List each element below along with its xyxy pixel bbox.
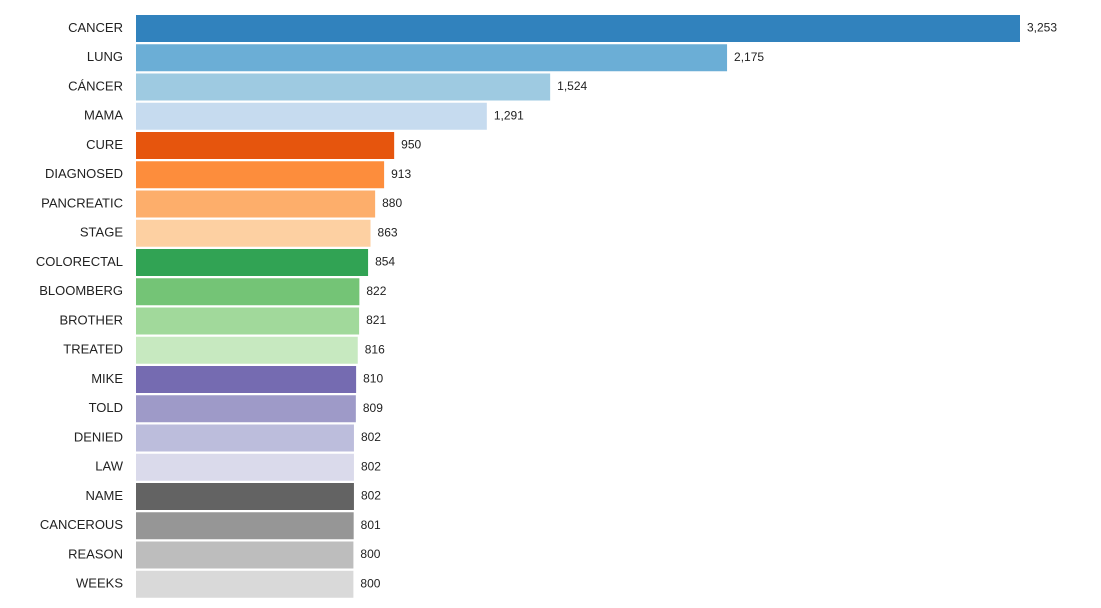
value-label: 913 xyxy=(391,167,411,181)
bar xyxy=(136,278,360,306)
value-label: 809 xyxy=(363,401,383,415)
bar xyxy=(136,161,385,189)
value-label: 802 xyxy=(361,430,381,444)
category-label: DENIED xyxy=(74,429,123,444)
value-label: 800 xyxy=(360,547,380,561)
bar xyxy=(136,190,376,218)
category-label: CURE xyxy=(86,137,123,152)
value-label: 801 xyxy=(361,518,381,532)
value-label: 802 xyxy=(361,489,381,503)
bar xyxy=(136,73,551,101)
value-label: 854 xyxy=(375,255,395,269)
bar xyxy=(136,395,356,423)
category-label: CANCEROUS xyxy=(40,517,123,532)
category-label: LAW xyxy=(95,459,123,474)
value-label: 816 xyxy=(365,342,385,356)
category-label: COLORECTAL xyxy=(36,254,123,269)
value-label: 1,524 xyxy=(557,79,587,93)
bar xyxy=(136,102,487,130)
bar xyxy=(136,512,354,540)
bar xyxy=(136,570,354,598)
category-label: NAME xyxy=(85,488,123,503)
value-label: 950 xyxy=(401,138,421,152)
category-label: CANCER xyxy=(68,20,123,35)
value-label: 802 xyxy=(361,459,381,473)
bar xyxy=(136,453,354,481)
category-label: REASON xyxy=(68,546,123,561)
value-label: 863 xyxy=(378,225,398,239)
category-label: MAMA xyxy=(84,108,123,123)
bar xyxy=(136,541,354,569)
bar xyxy=(136,424,354,452)
category-label: BLOOMBERG xyxy=(39,283,123,298)
bar xyxy=(136,132,395,159)
bar xyxy=(136,249,369,276)
category-label: STAGE xyxy=(80,225,123,240)
value-label: 800 xyxy=(360,576,380,590)
category-label: BROTHER xyxy=(59,312,123,327)
bar xyxy=(136,15,1020,42)
value-label: 880 xyxy=(382,196,402,210)
value-label: 2,175 xyxy=(734,50,764,64)
category-label: MIKE xyxy=(91,371,123,386)
bar xyxy=(136,366,357,393)
value-label: 3,253 xyxy=(1027,21,1057,35)
category-label: TREATED xyxy=(63,342,123,357)
category-label: PANCREATIC xyxy=(41,195,123,210)
value-label: 821 xyxy=(366,313,386,327)
category-label: TOLD xyxy=(89,400,123,415)
category-label: DIAGNOSED xyxy=(45,166,123,181)
bar xyxy=(136,307,360,335)
category-label: LUNG xyxy=(87,49,123,64)
bar xyxy=(136,219,371,247)
value-label: 1,291 xyxy=(494,108,524,122)
category-label: CÁNCER xyxy=(68,78,123,93)
bar xyxy=(136,483,354,510)
value-label: 822 xyxy=(366,284,386,298)
value-label: 810 xyxy=(363,372,383,386)
bar xyxy=(136,44,728,72)
bar xyxy=(136,336,358,364)
category-label: WEEKS xyxy=(76,576,123,591)
